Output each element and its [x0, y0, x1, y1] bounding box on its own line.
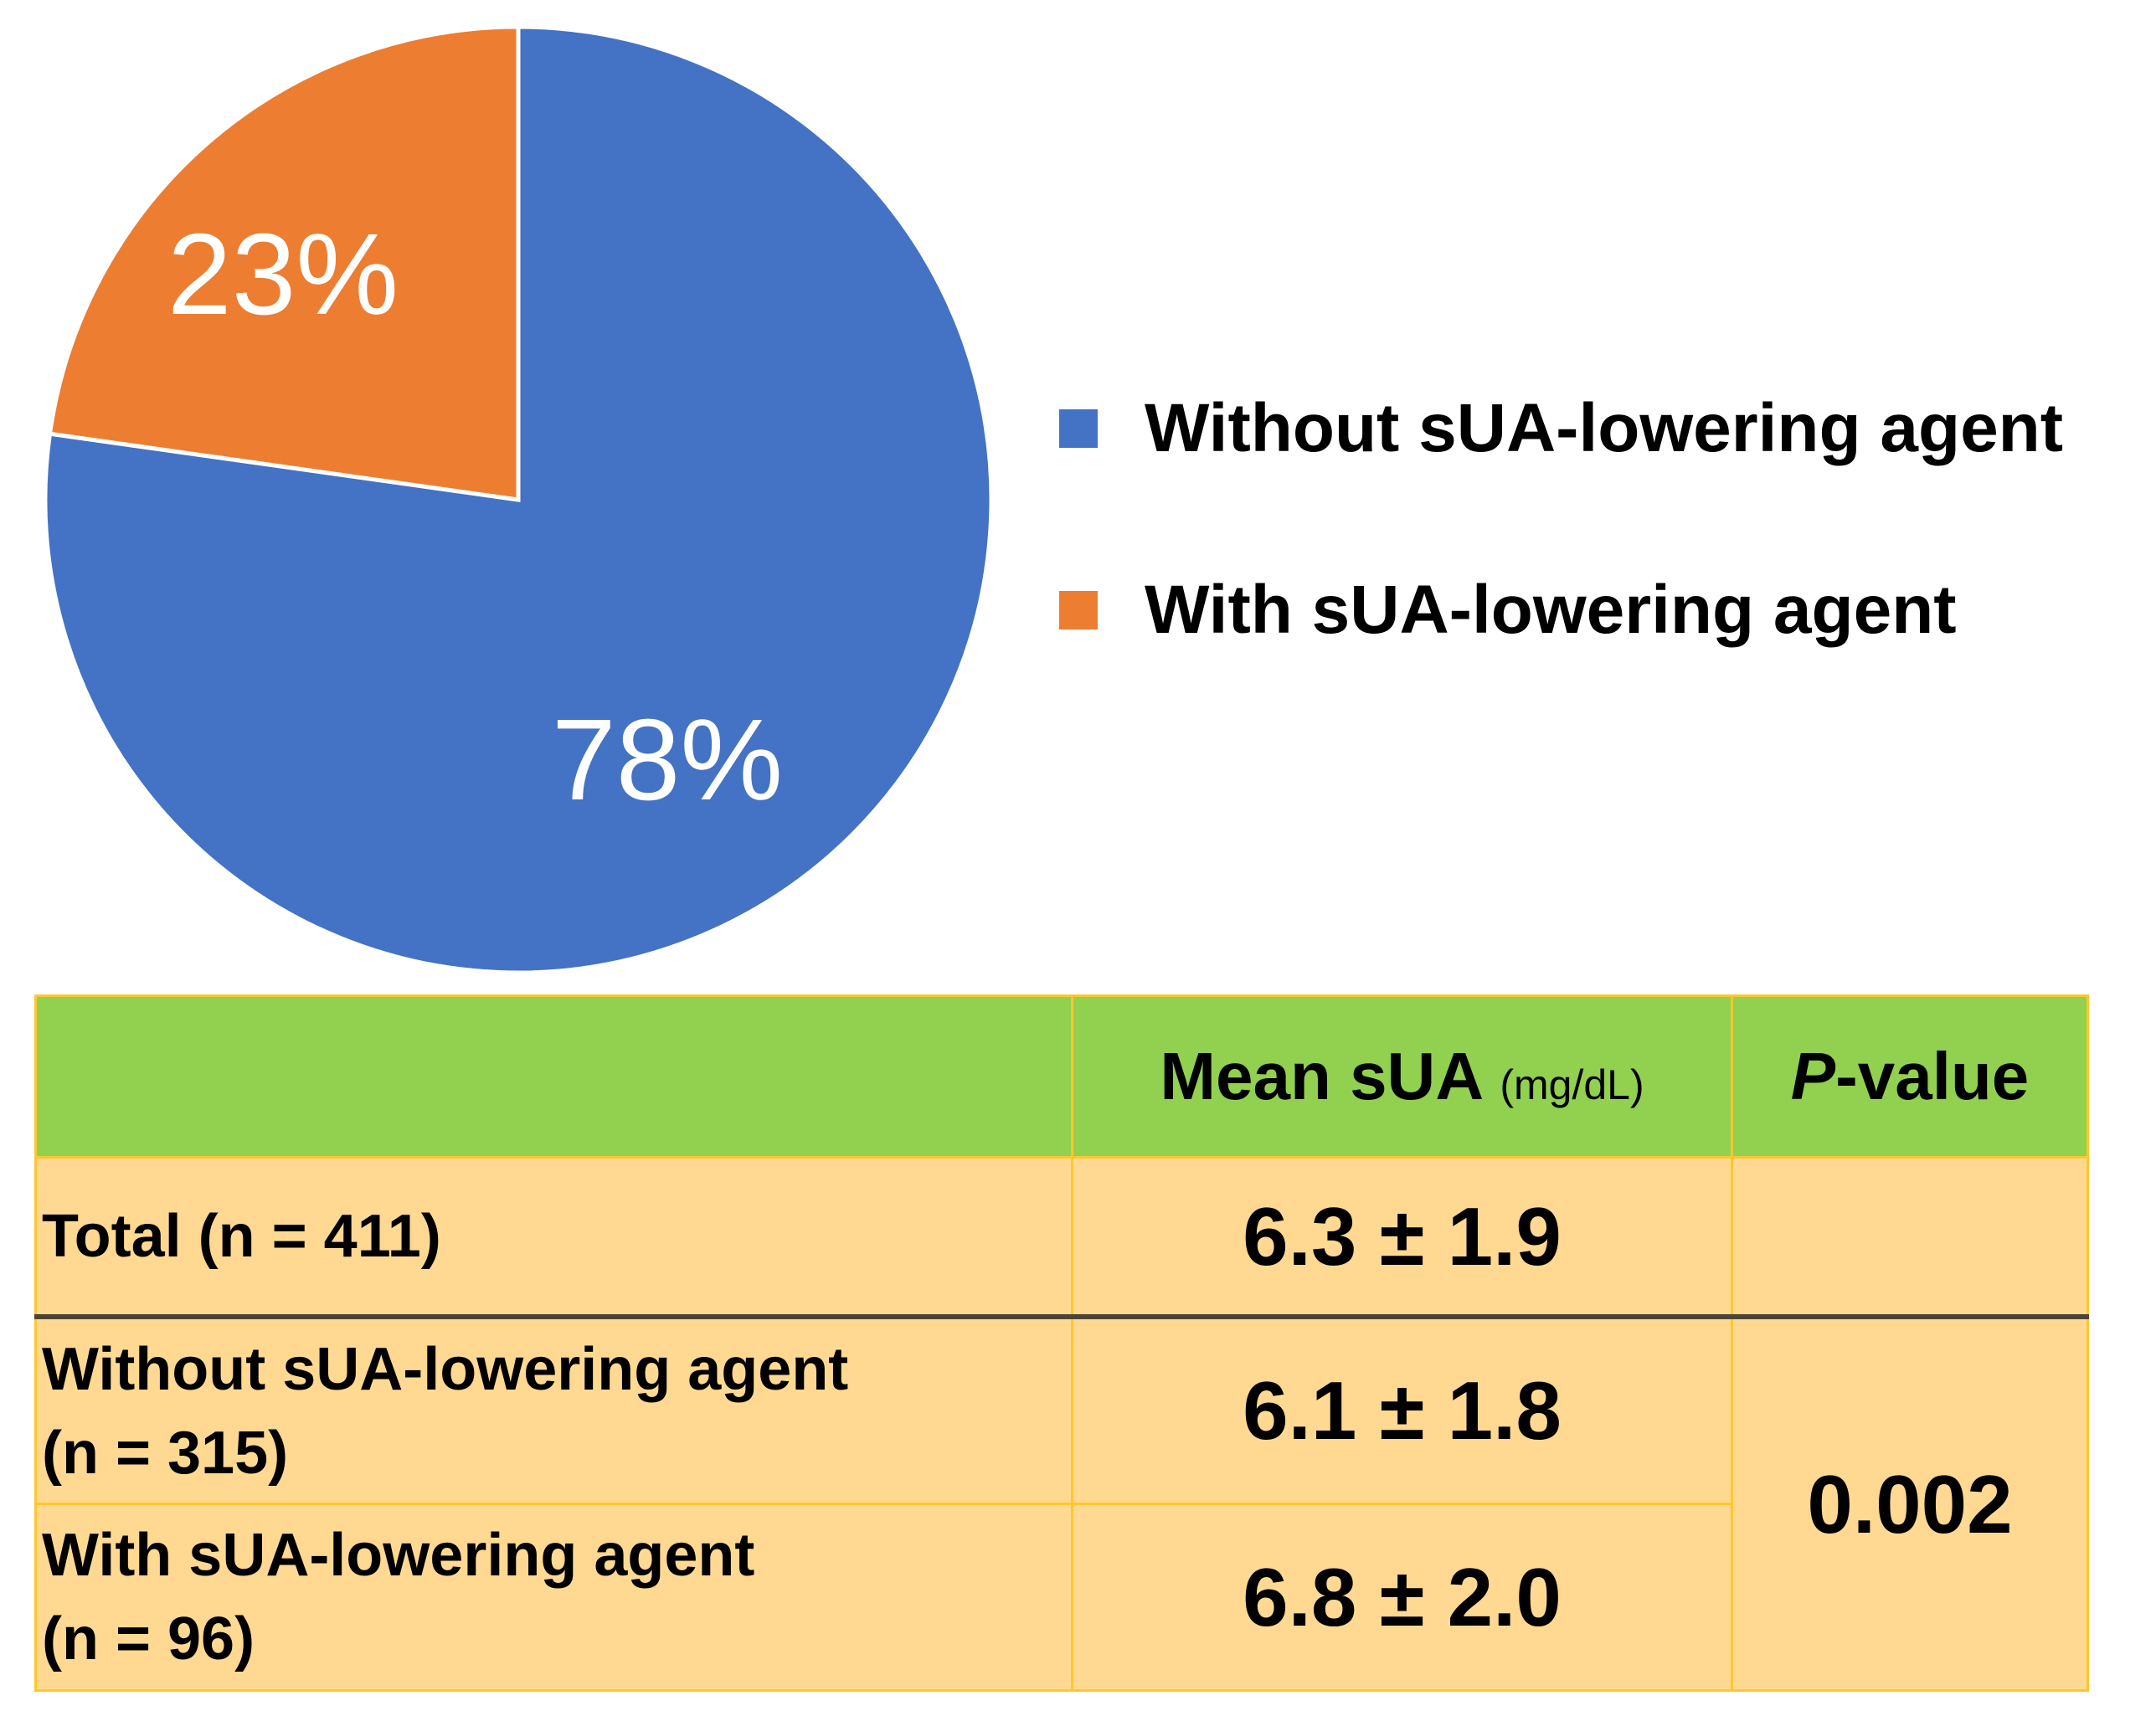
legend-label: Without sUA-lowering agent [1145, 390, 2064, 466]
legend-item-with: With sUA-lowering agent [1059, 571, 1957, 650]
row-label-line2: (n = 315) [42, 1419, 289, 1487]
header-mean-unit: (mg/dL) [1500, 1061, 1644, 1109]
table-row: Total (n = 411) 6.3 ± 1.9 [34, 1156, 2089, 1320]
p-value: 0.002 [1731, 1315, 2089, 1693]
data-label-with: 23% [167, 210, 399, 339]
row-label: Total (n = 411) [34, 1156, 1073, 1320]
row-mean: 6.8 ± 2.0 [1071, 1503, 1733, 1692]
pie-chart: 23% 78% [43, 24, 994, 975]
legend-swatch-blue [1059, 409, 1098, 448]
row-label: With sUA-lowering agent (n = 96) [34, 1503, 1073, 1692]
table-row: With sUA-lowering agent (n = 96) 6.8 ± 2.… [34, 1503, 2088, 1692]
row-label-line2: (n = 96) [42, 1606, 255, 1673]
summary-table: Mean sUA (mg/dL) P-value Total (n = 411)… [34, 994, 2089, 1693]
table-row: Without sUA-lowering agent (n = 315) 6.1 … [34, 1315, 2089, 1693]
row-mean: 6.1 ± 1.8 [1071, 1315, 1733, 1506]
legend-item-without: Without sUA-lowering agent [1059, 389, 2063, 468]
header-p-italic: P [1790, 1039, 1836, 1114]
legend-swatch-orange [1059, 591, 1098, 629]
header-mean: Mean sUA (mg/dL) [1071, 994, 1733, 1159]
header-mean-label: Mean sUA [1160, 1039, 1482, 1114]
table-header-row: Mean sUA (mg/dL) P-value [34, 994, 2089, 1159]
row-p-empty [1731, 1156, 2089, 1320]
header-p: P-value [1731, 994, 2089, 1159]
header-p-rest: -value [1835, 1039, 2030, 1114]
row-label-line1: Without sUA-lowering agent [42, 1335, 849, 1403]
pie-slice-with [47, 24, 521, 502]
legend-label: With sUA-lowering agent [1145, 572, 1957, 648]
row-label: Without sUA-lowering agent (n = 315) [34, 1315, 1073, 1506]
row-label-line1: With sUA-lowering agent [42, 1522, 755, 1590]
header-blank [34, 994, 1073, 1159]
data-label-without: 78% [552, 696, 783, 825]
row-mean: 6.3 ± 1.9 [1071, 1156, 1733, 1320]
